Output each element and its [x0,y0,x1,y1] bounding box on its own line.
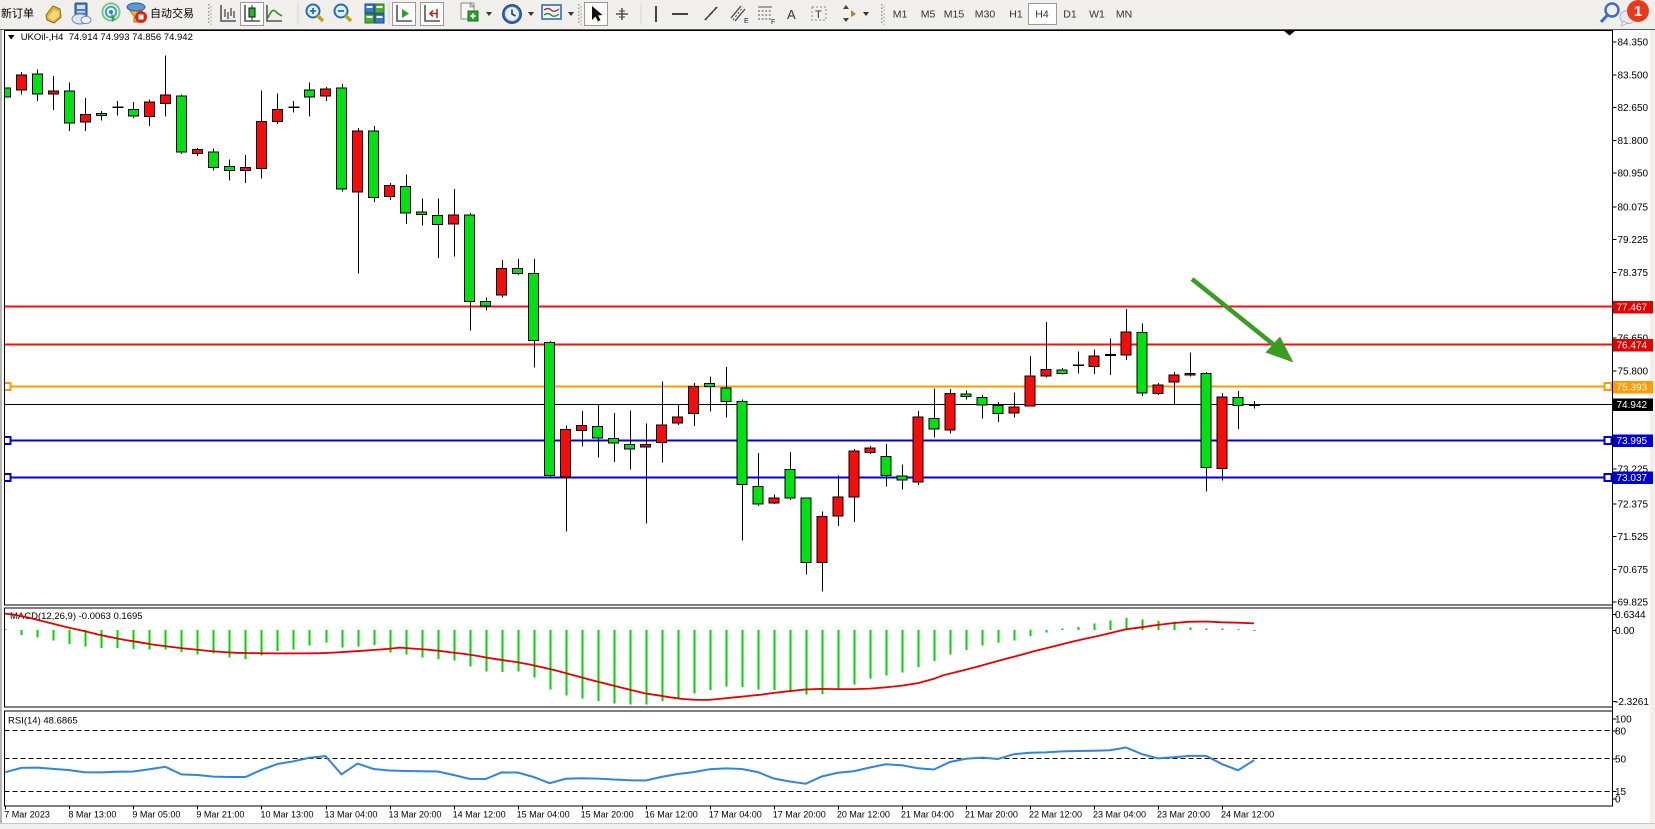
svg-text:77.467: 77.467 [1617,303,1648,314]
svg-text:RSI(14) 48.6865: RSI(14) 48.6865 [8,716,78,727]
svg-text:W1: W1 [1089,9,1105,21]
svg-text:21 Mar 04:00: 21 Mar 04:00 [901,810,954,820]
svg-text:-2.3261: -2.3261 [1615,697,1649,708]
svg-text:100: 100 [1615,715,1632,726]
svg-text:79.225: 79.225 [1618,235,1649,246]
svg-text:15: 15 [1615,787,1627,798]
svg-text:73.037: 73.037 [1617,473,1648,484]
svg-text:13 Mar 20:00: 13 Mar 20:00 [389,810,442,820]
svg-text:17 Mar 04:00: 17 Mar 04:00 [709,810,762,820]
svg-text:F: F [771,19,775,26]
svg-text:23 Mar 04:00: 23 Mar 04:00 [1093,810,1146,820]
svg-text:H1: H1 [1009,9,1023,21]
svg-text:13 Mar 04:00: 13 Mar 04:00 [325,810,378,820]
svg-text:1: 1 [1634,3,1642,20]
svg-text:D1: D1 [1063,9,1077,21]
svg-text:9 Mar 05:00: 9 Mar 05:00 [132,810,180,820]
svg-text:74.942: 74.942 [1617,400,1648,411]
svg-text:新订单: 新订单 [1,6,34,20]
svg-text:8 Mar 13:00: 8 Mar 13:00 [68,810,116,820]
svg-text:10 Mar 13:00: 10 Mar 13:00 [260,810,313,820]
svg-text:0: 0 [1615,795,1621,806]
svg-text:E: E [744,18,749,25]
svg-text:T: T [815,9,822,21]
svg-text:17 Mar 20:00: 17 Mar 20:00 [773,810,826,820]
svg-text:72.375: 72.375 [1618,499,1649,510]
svg-text:16 Mar 12:00: 16 Mar 12:00 [645,810,698,820]
svg-text:15 Mar 20:00: 15 Mar 20:00 [581,810,634,820]
svg-text:0.00: 0.00 [1615,626,1635,637]
svg-text:50: 50 [1615,755,1627,766]
svg-text:24 Mar 12:00: 24 Mar 12:00 [1221,810,1274,820]
svg-text:MN: MN [1116,9,1132,21]
svg-text:75.800: 75.800 [1618,367,1649,378]
svg-text:H4: H4 [1035,9,1049,21]
svg-text:80.950: 80.950 [1618,169,1649,180]
svg-text:76.474: 76.474 [1617,341,1648,352]
svg-text:84.350: 84.350 [1618,38,1649,49]
svg-text:69.825: 69.825 [1618,598,1649,609]
svg-text:A: A [787,7,796,22]
svg-text:75.393: 75.393 [1617,383,1648,394]
svg-text:0.6344: 0.6344 [1615,610,1646,621]
svg-text:22 Mar 12:00: 22 Mar 12:00 [1029,810,1082,820]
svg-text:73.995: 73.995 [1617,436,1648,447]
svg-text:MACD(12,26,9) -0.0063 0.1695: MACD(12,26,9) -0.0063 0.1695 [10,611,143,622]
svg-text:81.800: 81.800 [1618,136,1649,147]
svg-text:21 Mar 20:00: 21 Mar 20:00 [965,810,1018,820]
svg-text:80: 80 [1615,727,1627,738]
svg-text:M5: M5 [921,9,936,21]
svg-text:M15: M15 [944,9,965,21]
svg-text:M1: M1 [893,9,908,21]
svg-text:80.075: 80.075 [1618,202,1649,213]
svg-text:83.500: 83.500 [1618,70,1649,81]
svg-text:73.225: 73.225 [1618,465,1649,476]
svg-text:70.675: 70.675 [1618,565,1649,576]
svg-text:82.650: 82.650 [1618,103,1649,114]
svg-text:78.375: 78.375 [1618,268,1649,279]
svg-text:14 Mar 12:00: 14 Mar 12:00 [453,810,506,820]
svg-text:7 Mar 2023: 7 Mar 2023 [4,810,50,820]
svg-text:UKOil-,H4 74.914 74.993 74.85: UKOil-,H4 74.914 74.993 74.856 74.942 [21,32,193,43]
svg-text:M30: M30 [975,9,996,21]
svg-text:20 Mar 12:00: 20 Mar 12:00 [837,810,890,820]
svg-text:71.525: 71.525 [1618,532,1649,543]
svg-text:自动交易: 自动交易 [150,6,194,20]
svg-text:15 Mar 04:00: 15 Mar 04:00 [517,810,570,820]
svg-text:9 Mar 21:00: 9 Mar 21:00 [196,810,244,820]
svg-text:23 Mar 20:00: 23 Mar 20:00 [1157,810,1210,820]
